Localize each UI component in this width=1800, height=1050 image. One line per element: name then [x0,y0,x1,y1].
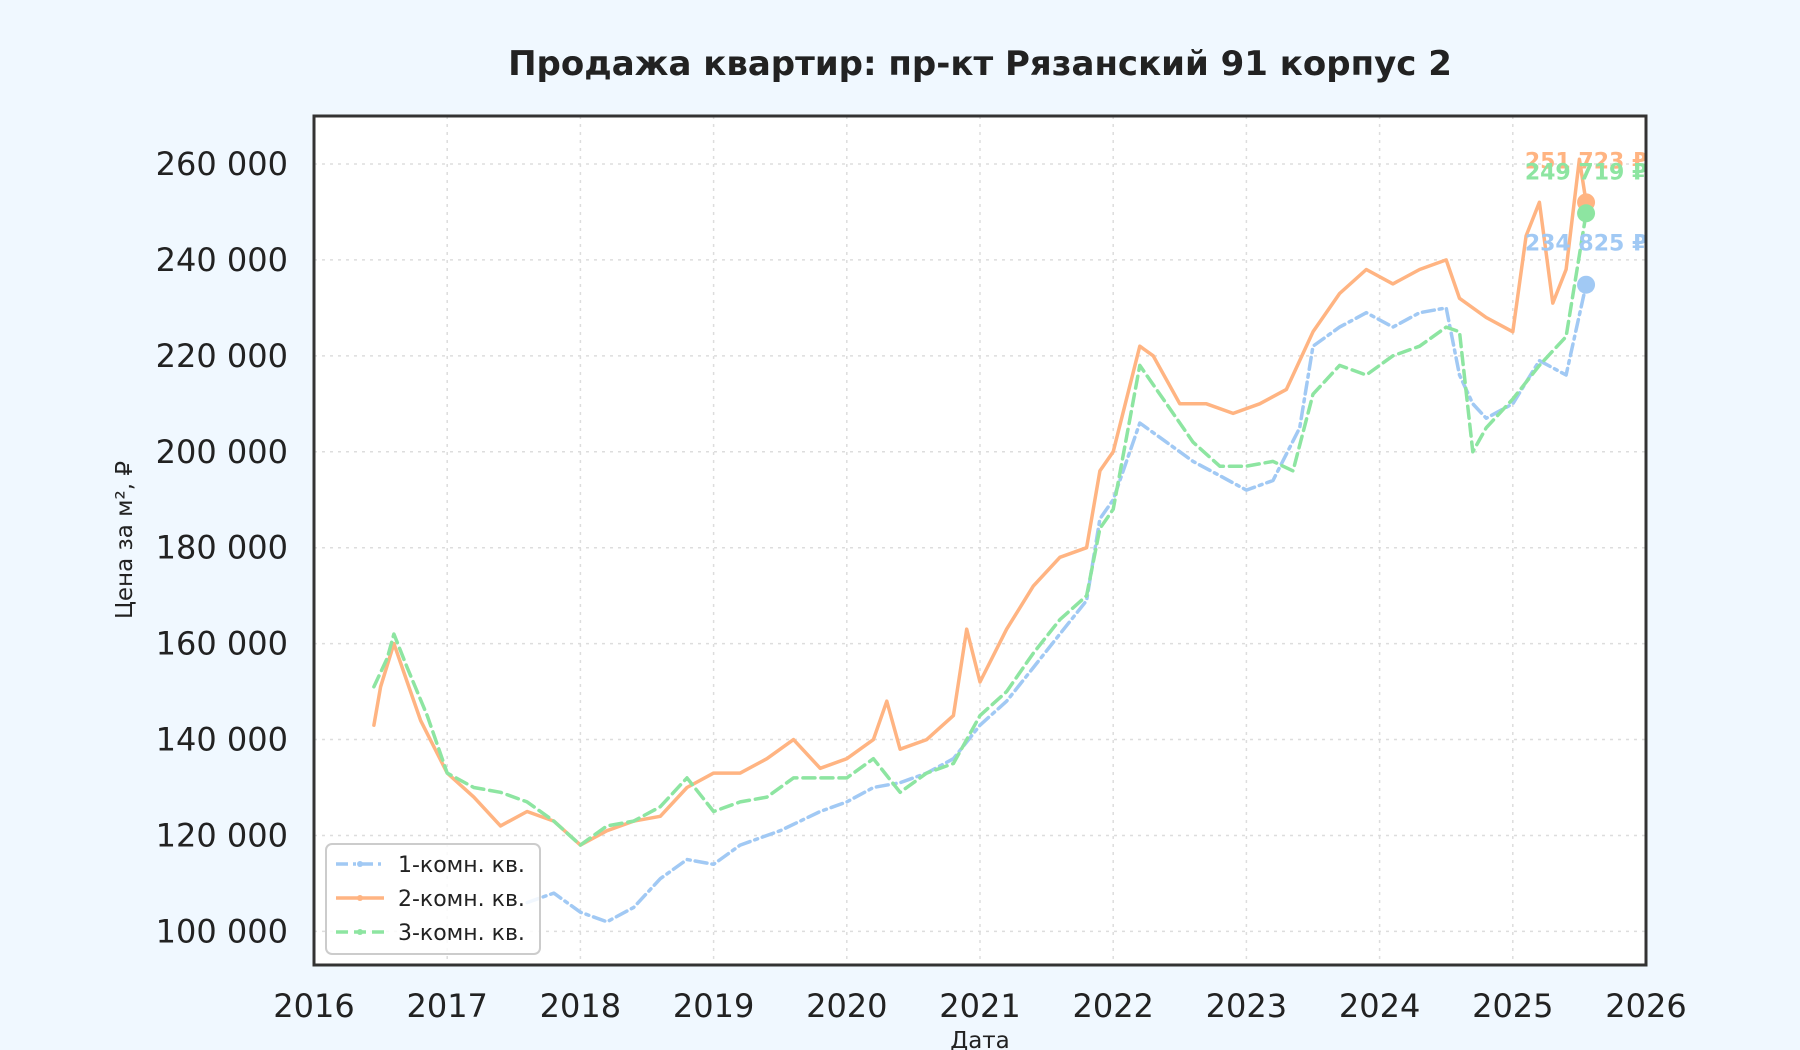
y-tick-label: 100 000 [156,912,288,950]
series-end-marker [1577,204,1596,223]
y-tick-label: 180 000 [156,529,288,567]
x-tick-label: 2017 [406,987,487,1025]
x-tick-label: 2021 [939,987,1020,1025]
plot-frame [312,114,1648,967]
y-tick-label: 140 000 [156,721,288,759]
y-tick-label: 260 000 [156,145,288,183]
end-value-label: 234 825 ₽ [1525,232,1647,257]
chart-title: Продажа квартир: пр-кт Рязанский 91 корп… [508,44,1452,84]
y-tick-label: 200 000 [156,433,288,471]
series-layer [372,157,1588,924]
legend: 1-комн. кв. 2-комн. кв. 3-комн. кв. [325,843,541,955]
legend-label: 2-комн. кв. [398,887,525,912]
legend-swatch-dot [357,929,363,935]
x-tick-label: 2023 [1206,987,1287,1025]
legend-swatch-dot [357,895,363,901]
legend-box [325,843,541,955]
end-value-label: 249 719 ₽ [1525,160,1647,185]
x-tick-label: 2024 [1339,987,1420,1025]
series-line-1 [525,282,1588,924]
legend-swatch-dot [357,861,363,867]
legend-label: 1-комн. кв. [398,853,525,878]
series-line-3 [372,211,1588,847]
x-axis-label: Дата [950,1028,1010,1050]
x-tick-label: 2019 [673,987,754,1025]
series-end-marker [1577,275,1596,294]
x-tick-label: 2025 [1472,987,1553,1025]
y-tick-label: 240 000 [156,241,288,279]
x-tick-label: 2020 [806,987,887,1025]
y-tick-label: 120 000 [156,816,288,854]
x-tick-label: 2018 [540,987,621,1025]
y-tick-label: 220 000 [156,337,288,375]
x-tick-label: 2026 [1605,987,1686,1025]
y-axis-ticks: 100 000 120 000 140 000 160 000 180 000 200 0… [156,145,288,950]
end-value-label: 251 723 ₽ [1525,149,1647,174]
end-markers: 234 825 ₽ 251 723 ₽249 719 ₽ [1525,149,1647,294]
x-tick-label: 2022 [1072,987,1153,1025]
legend-label: 3-комн. кв. [398,921,525,946]
y-tick-label: 160 000 [156,625,288,663]
y-axis-label: Цена за м², ₽ [112,461,138,619]
x-axis-ticks: 2016 2017 2018 2019 2020 2021 2022 2023 2024 2025… [273,987,1686,1025]
x-tick-label: 2016 [273,987,354,1025]
